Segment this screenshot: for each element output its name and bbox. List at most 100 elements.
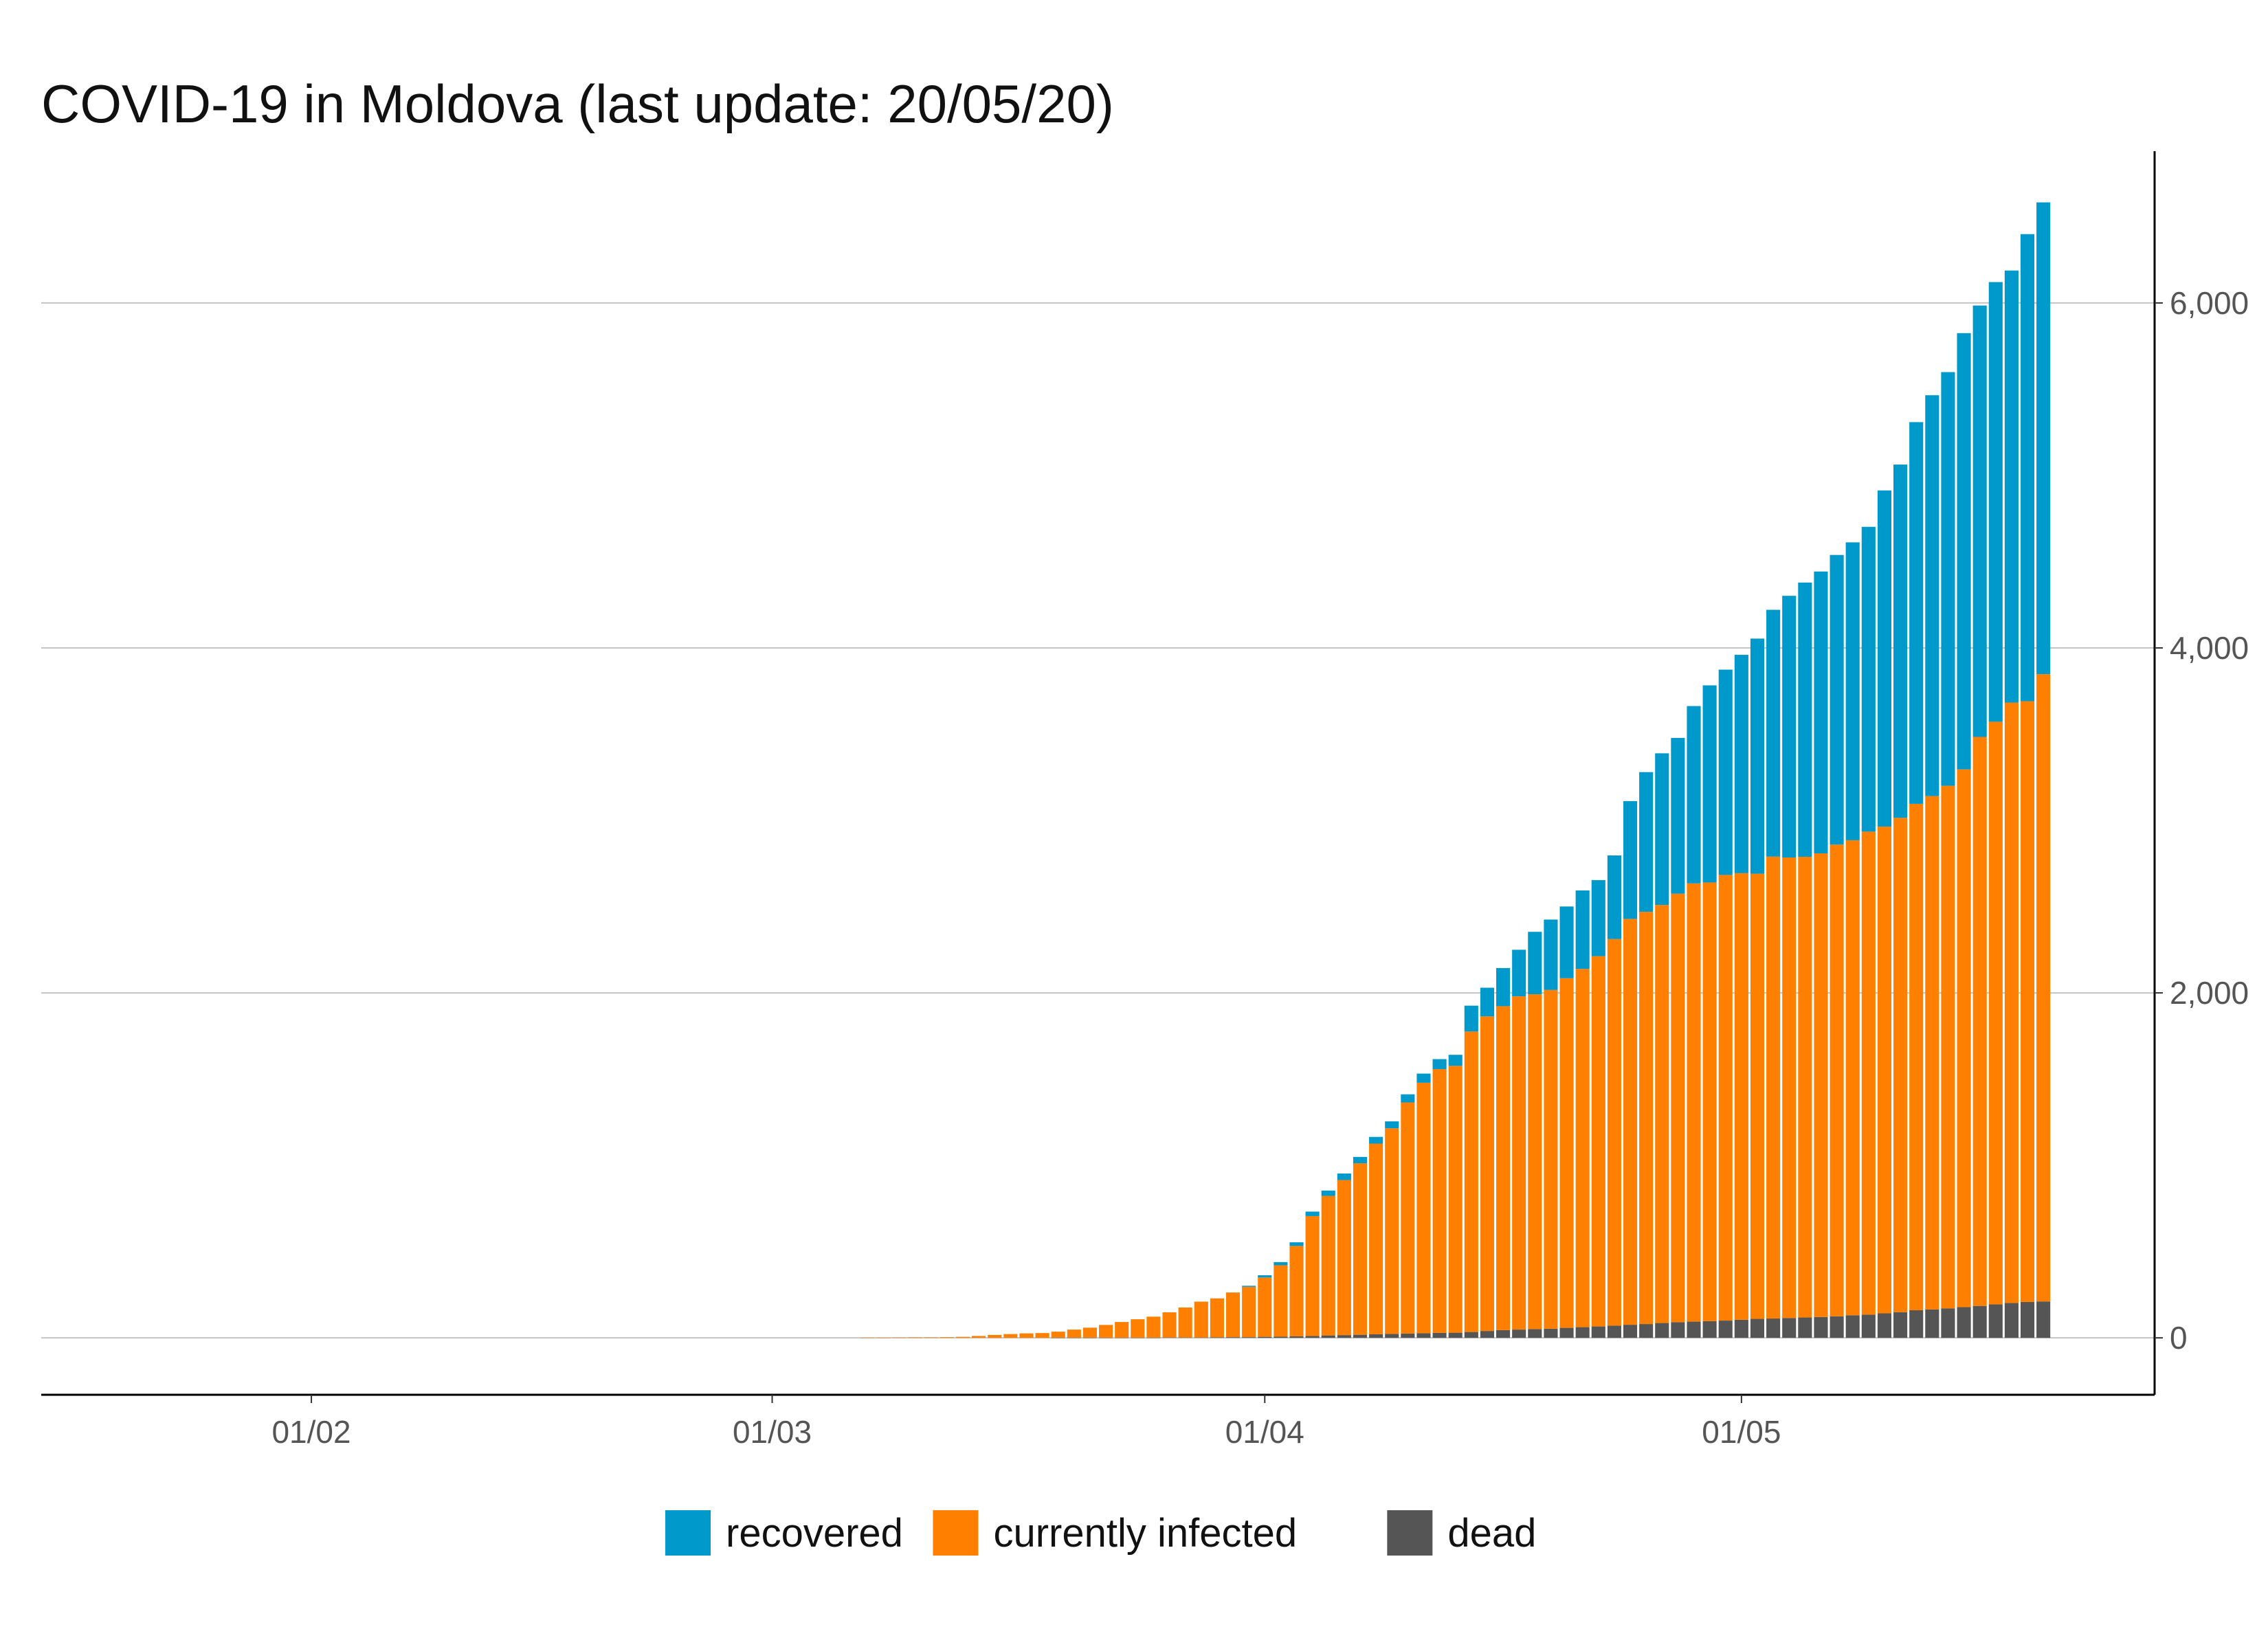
bar-currently-infected xyxy=(1178,1307,1192,1338)
legend: recovered currently infected dead xyxy=(665,1510,1536,1556)
bar-recovered xyxy=(1639,772,1654,912)
y-tick-label: 0 xyxy=(2170,1320,2188,1356)
bar-currently-infected xyxy=(1194,1301,1208,1338)
legend-swatch xyxy=(1387,1510,1433,1556)
bar-recovered xyxy=(1814,571,1828,853)
bar-recovered xyxy=(1305,1211,1320,1216)
bar-currently-infected xyxy=(1162,1312,1177,1338)
bars xyxy=(860,202,2051,1338)
bar-dead xyxy=(1941,1308,1955,1338)
bar-recovered xyxy=(1337,1173,1351,1180)
bar-currently-infected xyxy=(1480,1016,1495,1332)
bar-currently-infected xyxy=(1019,1333,1034,1338)
bar-recovered xyxy=(1671,738,1685,894)
bar-dead xyxy=(1559,1327,1574,1338)
bar-dead xyxy=(1528,1329,1542,1338)
bar-recovered xyxy=(1734,655,1748,873)
bar-recovered xyxy=(1941,372,1955,786)
bar-dead xyxy=(1607,1325,1621,1338)
bar-dead xyxy=(1274,1336,1288,1338)
bar-currently-infected xyxy=(1242,1286,1256,1338)
bar-dead xyxy=(1401,1333,1415,1338)
bar-currently-infected xyxy=(1210,1298,1224,1338)
bar-currently-infected xyxy=(1766,856,1781,1319)
bar-currently-infected xyxy=(1512,996,1526,1330)
bar-dead xyxy=(1925,1309,1939,1338)
bar-dead xyxy=(1385,1334,1399,1338)
bar-currently-infected xyxy=(1925,796,1939,1310)
bar-currently-infected xyxy=(1082,1327,1097,1338)
bar-dead xyxy=(1988,1304,2003,1338)
bar-dead xyxy=(1416,1333,1431,1338)
bar-currently-infected xyxy=(1353,1163,1368,1335)
bar-recovered xyxy=(1512,950,1526,997)
bar-recovered xyxy=(1528,932,1542,995)
bar-currently-infected xyxy=(1003,1334,1018,1338)
bar-dead xyxy=(1845,1315,1860,1338)
bar-recovered xyxy=(1623,800,1638,919)
bar-dead xyxy=(1289,1336,1304,1338)
bar-currently-infected xyxy=(1448,1066,1463,1333)
bar-dead xyxy=(1575,1327,1590,1338)
bar-recovered xyxy=(1766,609,1781,857)
bar-dead xyxy=(1258,1336,1272,1338)
bar-recovered xyxy=(1416,1073,1431,1083)
x-tick-label: 01/02 xyxy=(271,1414,351,1450)
bar-currently-infected xyxy=(988,1334,1002,1338)
bar-recovered xyxy=(1782,596,1797,858)
bar-currently-infected xyxy=(2036,674,2051,1302)
bar-currently-infected xyxy=(1909,803,1924,1310)
bar-recovered xyxy=(1607,855,1621,939)
bar-currently-infected xyxy=(1225,1292,1241,1338)
bar-recovered xyxy=(1432,1059,1447,1070)
bar-currently-infected xyxy=(1559,978,1574,1328)
bar-dead xyxy=(1321,1335,1335,1338)
bar-dead xyxy=(2020,1301,2035,1338)
bar-currently-infected xyxy=(1591,956,1605,1327)
bar-recovered xyxy=(2004,270,2019,703)
x-tick-label: 01/05 xyxy=(1702,1414,1781,1450)
bar-dead xyxy=(1687,1321,1701,1338)
bar-recovered xyxy=(1321,1190,1335,1196)
x-tick-label: 01/04 xyxy=(1225,1414,1304,1450)
bar-currently-infected xyxy=(1289,1246,1304,1336)
bar-currently-infected xyxy=(1274,1265,1288,1337)
bar-dead xyxy=(1718,1321,1733,1338)
bar-dead xyxy=(1512,1330,1526,1338)
bar-currently-infected xyxy=(1099,1325,1113,1338)
bar-recovered xyxy=(1448,1055,1463,1066)
bar-recovered xyxy=(1242,1286,1256,1287)
bar-dead xyxy=(1639,1324,1654,1338)
bar-recovered xyxy=(1972,305,1987,737)
bar-dead xyxy=(1623,1325,1638,1338)
y-tick-label: 4,000 xyxy=(2170,630,2249,666)
bar-dead xyxy=(1782,1318,1797,1338)
legend-swatch xyxy=(665,1510,711,1556)
bar-recovered xyxy=(1893,464,1908,818)
bar-recovered xyxy=(1655,753,1669,906)
bar-currently-infected xyxy=(1131,1319,1145,1338)
ticks: 0 2,000 4,000 6,000 01/02 01/03 01/04 01/05 xyxy=(271,285,2249,1450)
bar-recovered xyxy=(1480,987,1495,1017)
bar-recovered xyxy=(2020,234,2035,702)
bar-currently-infected xyxy=(1845,840,1860,1316)
bar-dead xyxy=(1909,1310,1924,1338)
bar-currently-infected xyxy=(940,1337,954,1338)
bar-recovered xyxy=(1861,526,1876,832)
bar-currently-infected xyxy=(1067,1330,1081,1338)
bar-currently-infected xyxy=(1051,1332,1065,1338)
bar-dead xyxy=(1432,1332,1447,1338)
bar-recovered xyxy=(1258,1275,1272,1278)
bar-recovered xyxy=(1750,638,1765,874)
bar-currently-infected xyxy=(1893,818,1908,1312)
bar-dead xyxy=(1750,1319,1765,1338)
axes xyxy=(41,151,2156,1396)
bar-recovered xyxy=(2036,202,2051,675)
bar-currently-infected xyxy=(1369,1143,1383,1334)
bar-currently-infected xyxy=(1861,831,1876,1315)
bar-dead xyxy=(1210,1337,1224,1338)
bar-recovered xyxy=(1830,554,1844,845)
bar-currently-infected xyxy=(1687,883,1701,1322)
bar-recovered xyxy=(1877,490,1892,827)
